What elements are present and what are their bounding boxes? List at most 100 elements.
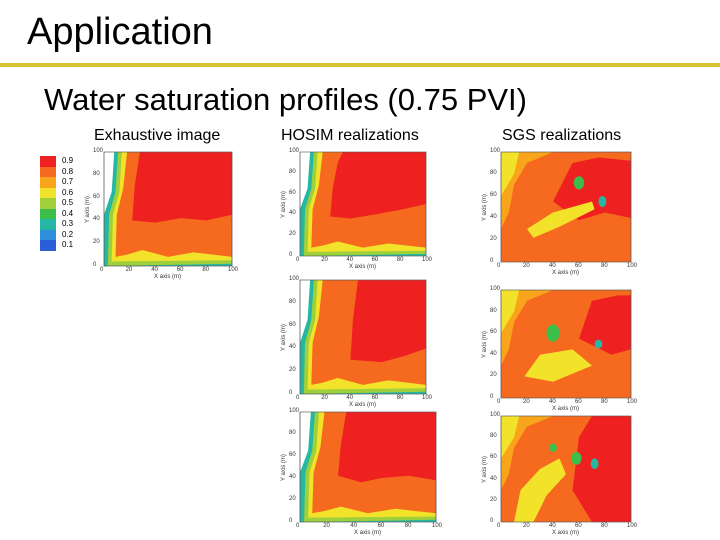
legend-item: 0.5	[40, 198, 73, 209]
y-tick-label: 60	[490, 192, 497, 198]
x-tick-label: 80	[601, 399, 608, 405]
y-axis-label: Y axis (m)	[281, 191, 287, 218]
legend-item: 0.8	[40, 166, 74, 177]
x-tick-label: 60	[371, 395, 379, 401]
x-tick-label: 0	[296, 523, 300, 529]
y-tick-label: 20	[490, 236, 497, 242]
y-tick-label: 20	[289, 367, 296, 374]
legend-item: 0.9	[40, 156, 73, 167]
legend-label: 0.7	[62, 177, 74, 187]
x-tick-label: 40	[346, 257, 354, 263]
legend-label: 0.8	[62, 166, 74, 176]
x-tick-label: 80	[396, 395, 404, 401]
y-tick-label: 80	[490, 307, 497, 314]
y-axis-label: Y axis (m)	[482, 194, 488, 221]
x-tick-label: 20	[321, 395, 328, 401]
x-tick-label: 0	[296, 257, 300, 263]
x-tick-label: 0	[497, 523, 501, 529]
y-tick-label: 0	[490, 394, 494, 400]
x-tick-label: 0	[497, 263, 501, 269]
saturation-map-sgs-3: 0 0 20 20 40 40 60 60 80 80 100 100 X axis (m) Y axis…	[482, 412, 638, 538]
x-tick-label: 60	[575, 523, 582, 529]
x-axis-label: X axis (m)	[552, 406, 579, 412]
y-tick-label: 0	[289, 252, 293, 258]
column-heading-exhaustive: Exhaustive image	[94, 127, 221, 144]
y-axis-label: Y axis (m)	[85, 196, 91, 223]
y-tick-label: 80	[93, 170, 100, 177]
y-tick-label: 0	[289, 390, 293, 396]
x-tick-label: 40	[346, 395, 354, 401]
x-axis-label: X axis (m)	[349, 264, 376, 270]
y-tick-label: 100	[93, 148, 104, 154]
x-tick-label: 20	[321, 257, 328, 263]
y-tick-label: 0	[93, 262, 97, 268]
x-tick-label: 80	[404, 523, 412, 529]
y-tick-label: 80	[289, 298, 296, 305]
y-tick-label: 80	[490, 170, 497, 176]
legend-item: 0.6	[40, 187, 74, 198]
x-axis-label: X axis (m)	[349, 402, 376, 408]
color-legend: 0.9 0.8 0.7 0.6 0.5 0.4 0.3 0.2 0.1	[40, 156, 73, 251]
x-tick-label: 100	[422, 395, 433, 401]
legend-item: 0.2	[40, 229, 73, 240]
legend-swatch	[40, 219, 56, 230]
legend-swatch	[40, 156, 56, 167]
x-tick-label: 100	[627, 523, 638, 529]
legend-label: 0.5	[62, 198, 74, 208]
x-tick-label: 40	[151, 267, 158, 273]
legend-label: 0.6	[62, 187, 74, 197]
slide-subtitle: Water saturation profiles (0.75 PVI)	[44, 82, 527, 117]
y-tick-label: 60	[490, 454, 497, 461]
legend-label: 0.1	[62, 240, 74, 250]
x-axis-label: X axis (m)	[354, 530, 381, 536]
saturation-map-hosim-2: 0 0 20 20 40 40 60 60 80 80 100 100 X axis (m) Y axis…	[281, 276, 433, 410]
legend-label: 0.3	[62, 219, 74, 229]
x-tick-label: 20	[523, 523, 530, 529]
y-tick-label: 0	[490, 258, 494, 264]
x-tick-label: 80	[601, 263, 608, 269]
y-tick-label: 0	[289, 518, 293, 524]
x-tick-label: 60	[575, 399, 582, 405]
y-tick-label: 100	[490, 286, 501, 292]
x-tick-label: 40	[549, 523, 556, 529]
y-tick-label: 80	[289, 430, 296, 436]
saturation-map-exhaustive: 0 0 20 20 40 40 60 60 80 80 100 100 X axis (m) Y axis…	[85, 148, 238, 282]
y-tick-label: 40	[490, 214, 497, 220]
x-tick-label: 40	[350, 523, 358, 529]
y-tick-label: 60	[490, 329, 497, 336]
y-tick-label: 100	[289, 408, 300, 414]
y-tick-label: 40	[289, 344, 296, 351]
y-tick-label: 40	[490, 350, 497, 357]
x-tick-label: 20	[323, 523, 330, 529]
y-axis-label: Y axis (m)	[482, 331, 488, 358]
legend-swatch	[40, 198, 56, 209]
title-divider	[0, 63, 720, 67]
y-tick-label: 40	[93, 216, 100, 223]
legend-label: 0.9	[62, 156, 74, 166]
slide-title: Application	[27, 11, 213, 53]
column-heading-sgs: SGS realizations	[502, 127, 622, 144]
y-tick-label: 100	[289, 148, 300, 154]
saturation-map-hosim-3: 0 0 20 20 40 40 60 60 80 80 100 100 X axis (m) Y axis…	[281, 408, 442, 538]
y-tick-label: 20	[289, 231, 296, 238]
y-tick-label: 100	[490, 412, 501, 418]
y-axis-label: Y axis (m)	[281, 324, 287, 351]
legend-swatch	[40, 187, 56, 198]
y-tick-label: 100	[289, 276, 300, 282]
y-tick-label: 40	[289, 474, 296, 480]
legend-label: 0.4	[62, 208, 74, 218]
legend-item: 0.4	[40, 208, 74, 219]
column-heading-hosim: HOSIM realizations	[281, 127, 419, 144]
legend-swatch	[40, 166, 56, 177]
x-tick-label: 100	[627, 399, 638, 405]
x-tick-label: 60	[575, 263, 582, 269]
legend-swatch	[40, 229, 56, 240]
y-tick-label: 20	[289, 496, 296, 502]
y-tick-label: 20	[93, 239, 100, 246]
y-tick-label: 20	[490, 496, 497, 503]
saturation-map-sgs-1: 0 0 20 20 40 40 60 60 80 80 100 100 X axis (m) Y axis…	[482, 148, 637, 278]
x-tick-label: 80	[601, 523, 608, 529]
x-axis-label: X axis (m)	[154, 274, 181, 280]
y-tick-label: 100	[490, 148, 501, 154]
y-tick-label: 0	[490, 518, 494, 524]
